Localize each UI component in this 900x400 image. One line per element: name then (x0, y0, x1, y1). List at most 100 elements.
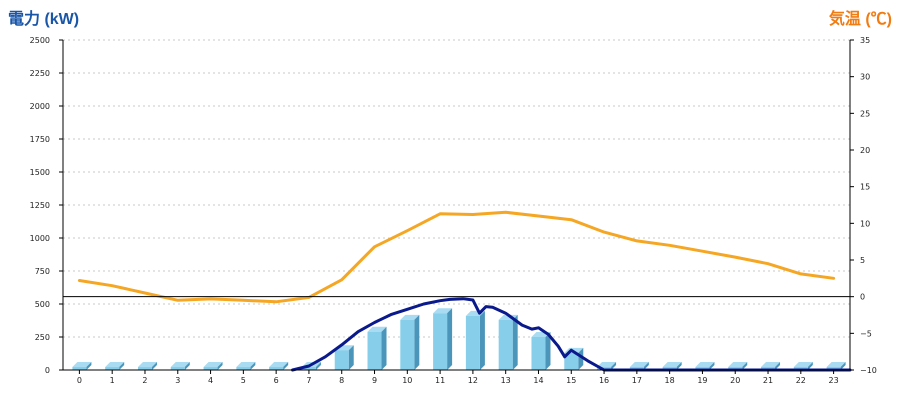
bar-side (775, 362, 781, 370)
x-tick-label: 21 (763, 376, 773, 385)
bar-side (479, 310, 485, 370)
bar-side (151, 362, 157, 370)
bar-front (564, 352, 579, 370)
bar-side (381, 326, 387, 370)
x-tick-label: 4 (208, 376, 213, 385)
x-tick-label: 18 (665, 376, 675, 385)
bar-side (447, 308, 453, 370)
bar-front (170, 367, 185, 370)
bar-top (662, 362, 682, 367)
left-axis-title: 電力 (kW) (8, 9, 79, 28)
right-tick-label: −5 (860, 329, 872, 338)
bar-side (283, 362, 289, 370)
x-tick-label: 22 (796, 376, 806, 385)
bar-front (498, 319, 513, 370)
bar-front (465, 315, 480, 370)
power-line (291, 297, 852, 372)
right-tick-label: 25 (860, 109, 870, 118)
right-tick-label: 15 (860, 183, 870, 192)
bar-side (742, 362, 748, 370)
bar-side (643, 362, 649, 370)
left-tick-label: 1500 (30, 168, 50, 177)
bar-side (348, 345, 354, 370)
bar-side (807, 362, 813, 370)
bar-side (709, 362, 715, 370)
bar (203, 362, 223, 370)
bar-front (72, 367, 87, 370)
line-series (77, 210, 852, 372)
x-tick-label: 16 (599, 376, 609, 385)
right-tick-label: −10 (860, 366, 877, 375)
x-tick-label: 20 (730, 376, 740, 385)
right-tick-label: 30 (860, 73, 870, 82)
x-tick-label: 13 (501, 376, 511, 385)
bar-side (611, 362, 617, 370)
x-tick-label: 3 (175, 376, 180, 385)
left-tick-label: 1000 (30, 234, 50, 243)
temperature-line (77, 210, 836, 304)
bar (236, 362, 256, 370)
bar-side (217, 362, 223, 370)
bar-top (793, 362, 813, 367)
bar-side (414, 314, 420, 370)
bar-front (334, 350, 349, 370)
bar (531, 332, 551, 370)
bar-side (512, 314, 518, 370)
bar (137, 362, 157, 370)
bar-side (578, 347, 584, 370)
bar-top (695, 362, 715, 367)
bar (367, 326, 387, 370)
right-tick-label: 10 (860, 219, 870, 228)
bar-top (269, 362, 289, 367)
bar-side (676, 362, 682, 370)
x-tick-label: 17 (632, 376, 642, 385)
bar-top (203, 362, 223, 367)
bar-top (597, 362, 617, 367)
bar-top (72, 362, 92, 367)
right-axis-title: 気温 (℃) (829, 9, 892, 28)
bar-top (170, 362, 190, 367)
bar-side (545, 332, 551, 370)
bar-series (72, 308, 846, 370)
x-tick-label: 14 (533, 376, 543, 385)
bar-top (433, 308, 453, 314)
x-tick-label: 11 (435, 376, 445, 385)
bar-side (119, 362, 125, 370)
bar-front (269, 367, 284, 370)
x-tick-label: 0 (77, 376, 82, 385)
bar (334, 345, 354, 370)
x-tick-label: 6 (274, 376, 279, 385)
bar (72, 362, 92, 370)
right-tick-label: 20 (860, 146, 870, 155)
bar (465, 310, 485, 370)
x-tick-label: 19 (697, 376, 707, 385)
bar-top (137, 362, 157, 367)
left-tick-label: 2000 (30, 102, 50, 111)
left-tick-label: 1250 (30, 201, 50, 210)
bar-side (86, 362, 92, 370)
x-tick-label: 23 (829, 376, 839, 385)
bar-side (250, 362, 256, 370)
bar-front (105, 367, 120, 370)
left-tick-label: 2250 (30, 69, 50, 78)
bar-side (840, 362, 846, 370)
bar-top (629, 362, 649, 367)
x-tick-label: 8 (339, 376, 344, 385)
left-tick-label: 2500 (30, 36, 50, 45)
grid (63, 39, 850, 338)
axes: 02505007501000125015001750200022502500−1… (30, 36, 877, 385)
x-tick-label: 15 (566, 376, 576, 385)
x-tick-label: 2 (142, 376, 147, 385)
bar-front (236, 367, 251, 370)
bar (170, 362, 190, 370)
x-tick-label: 10 (402, 376, 412, 385)
bar-top (728, 362, 748, 367)
bar-top (761, 362, 781, 367)
bar (269, 362, 289, 370)
left-tick-label: 500 (35, 300, 50, 309)
bar-front (203, 367, 218, 370)
bar-front (137, 367, 152, 370)
left-tick-label: 750 (35, 267, 50, 276)
left-tick-label: 0 (45, 366, 50, 375)
